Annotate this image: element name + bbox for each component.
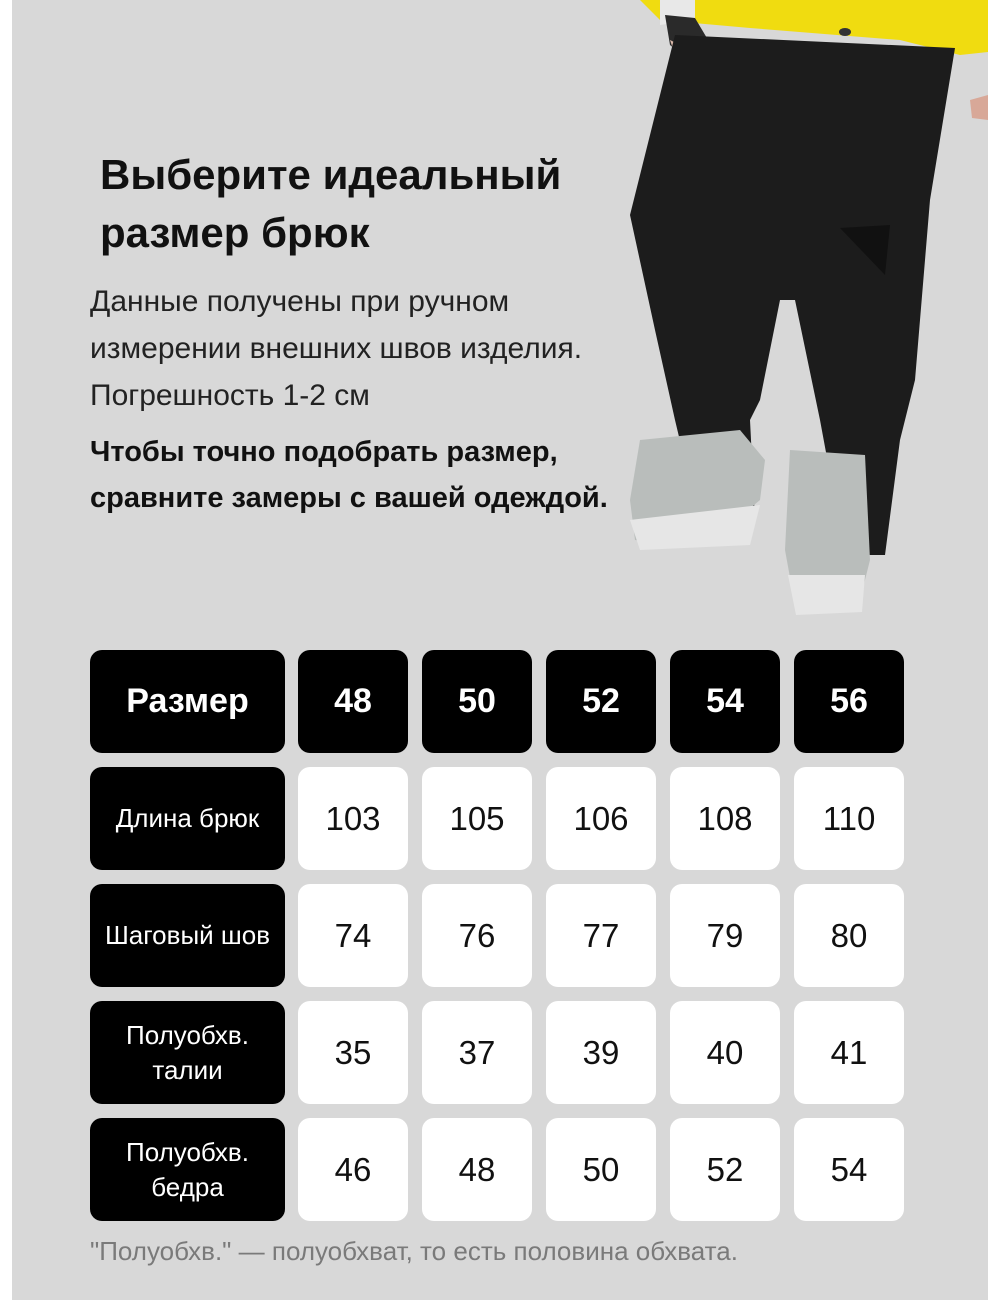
table-value-cell: 50 xyxy=(546,1118,656,1221)
size-header-cell: 54 xyxy=(670,650,780,753)
footnote: "Полуобхв." — полуобхват, то есть полови… xyxy=(90,1236,738,1266)
size-header-cell: 52 xyxy=(546,650,656,753)
row-label: Полуобхв. талии xyxy=(90,1001,285,1104)
table-value-cell: 39 xyxy=(546,1001,656,1104)
table-value-cell: 35 xyxy=(298,1001,408,1104)
table-value-cell: 54 xyxy=(794,1118,904,1221)
table-value-cell: 40 xyxy=(670,1001,780,1104)
row-label: Полуобхв. бедра xyxy=(90,1118,285,1221)
size-header-cell: 48 xyxy=(298,650,408,753)
table-value-cell: 110 xyxy=(794,767,904,870)
table-value-cell: 77 xyxy=(546,884,656,987)
row-label: Длина брюк xyxy=(90,767,285,870)
size-header-label: Размер xyxy=(90,650,285,753)
table-value-cell: 103 xyxy=(298,767,408,870)
row-label: Шаговый шов xyxy=(90,884,285,987)
table-value-cell: 105 xyxy=(422,767,532,870)
table-value-cell: 108 xyxy=(670,767,780,870)
table-value-cell: 41 xyxy=(794,1001,904,1104)
page-title: Выберите идеальный размер брюк xyxy=(100,151,562,256)
table-value-cell: 74 xyxy=(298,884,408,987)
table-value-cell: 79 xyxy=(670,884,780,987)
table-value-cell: 37 xyxy=(422,1001,532,1104)
fit-note: Чтобы точно подобрать размер, сравните з… xyxy=(90,436,608,514)
size-header-cell: 56 xyxy=(794,650,904,753)
description: Данные получены при ручном измерении вне… xyxy=(90,285,583,412)
table-value-cell: 76 xyxy=(422,884,532,987)
table-value-cell: 106 xyxy=(546,767,656,870)
table-value-cell: 46 xyxy=(298,1118,408,1221)
table-value-cell: 80 xyxy=(794,884,904,987)
table-value-cell: 48 xyxy=(422,1118,532,1221)
product-photo-pants xyxy=(630,0,988,615)
intro-block: Выберите идеальный размер брюк Данные по… xyxy=(90,146,650,521)
size-header-cell: 50 xyxy=(422,650,532,753)
table-value-cell: 52 xyxy=(670,1118,780,1221)
